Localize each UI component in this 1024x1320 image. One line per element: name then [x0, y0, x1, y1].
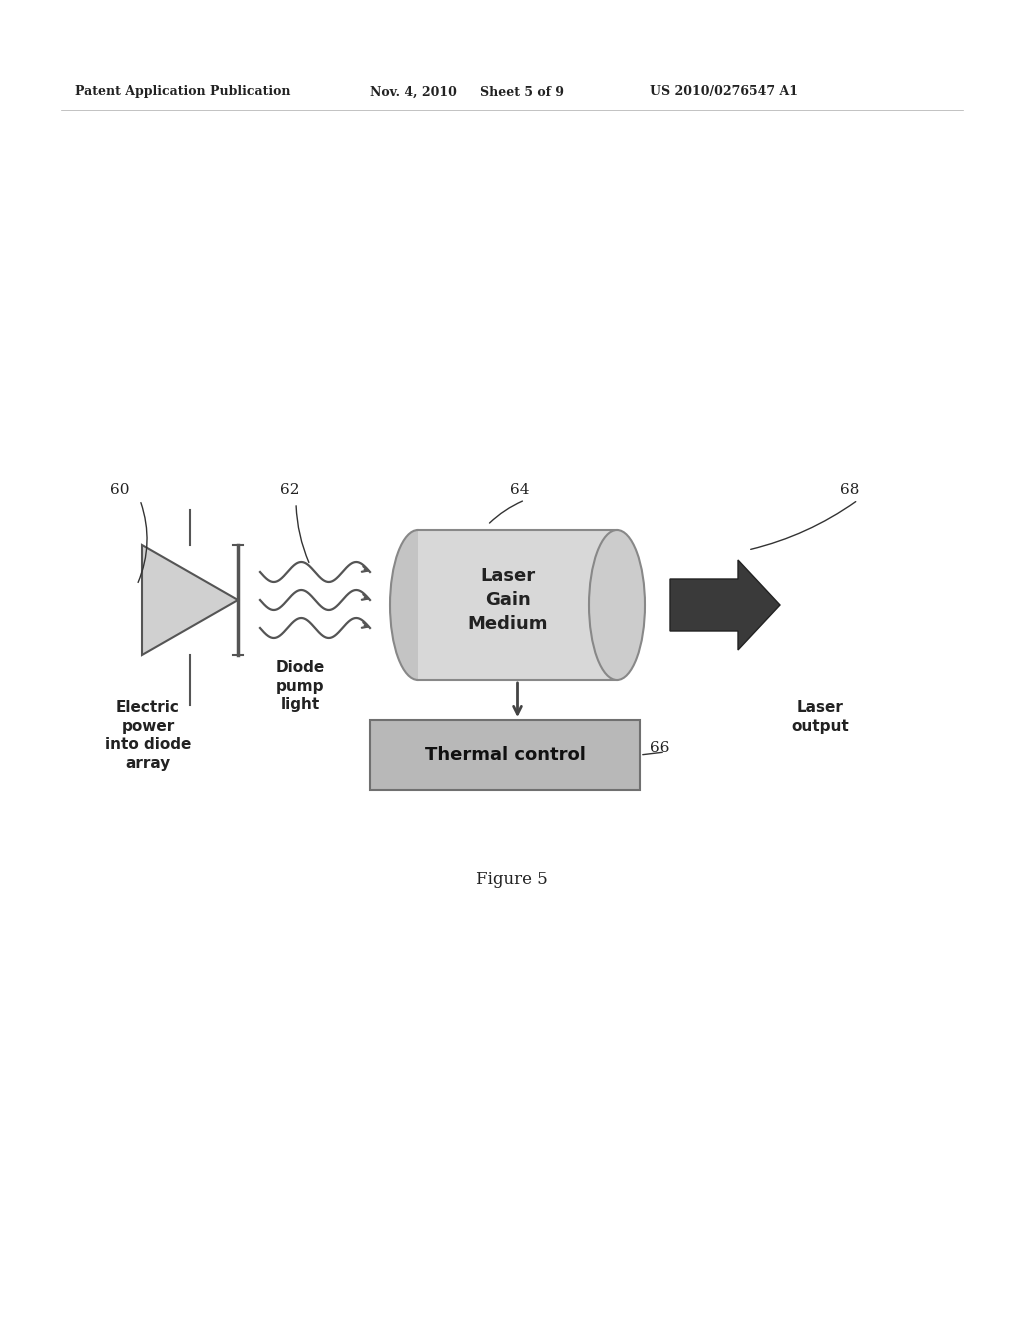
Text: Laser
output: Laser output [792, 700, 849, 734]
Text: US 2010/0276547 A1: US 2010/0276547 A1 [650, 86, 798, 99]
Text: Diode
pump
light: Diode pump light [275, 660, 325, 713]
Text: Thermal control: Thermal control [425, 746, 586, 764]
Ellipse shape [589, 531, 645, 680]
Text: Figure 5: Figure 5 [476, 871, 548, 888]
Text: Sheet 5 of 9: Sheet 5 of 9 [480, 86, 564, 99]
Polygon shape [670, 560, 780, 649]
Text: 66: 66 [650, 741, 670, 755]
Text: Patent Application Publication: Patent Application Publication [75, 86, 291, 99]
Bar [418, 531, 617, 680]
Ellipse shape [390, 531, 446, 680]
Text: 60: 60 [110, 483, 129, 498]
Text: Electric
power
into diode
array: Electric power into diode array [104, 700, 191, 771]
Text: Nov. 4, 2010: Nov. 4, 2010 [370, 86, 457, 99]
Text: 64: 64 [510, 483, 529, 498]
Text: Laser
Gain
Medium: Laser Gain Medium [467, 568, 548, 632]
Bar [370, 719, 640, 789]
Text: 68: 68 [840, 483, 859, 498]
Text: 62: 62 [280, 483, 299, 498]
Polygon shape [142, 545, 238, 655]
